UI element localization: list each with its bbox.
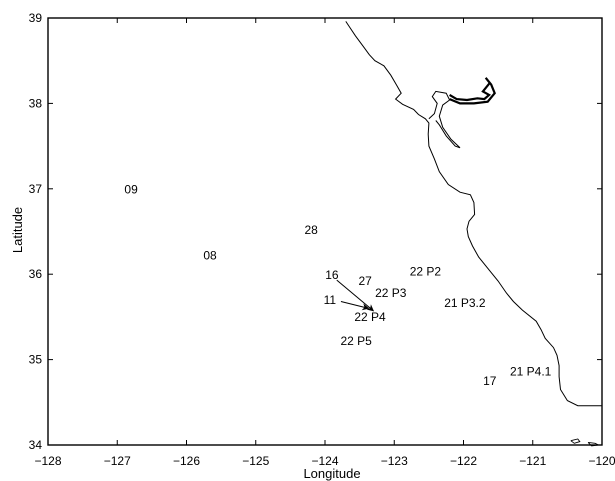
plot-area: [47, 17, 603, 447]
y-tick-label: 34: [29, 438, 43, 452]
station-label-09: 09: [124, 183, 138, 197]
x-tick-label: −123: [381, 454, 408, 468]
station-label-08: 08: [203, 248, 217, 262]
axis-ticks: −128 −127 −126 −125 −124 −123 −122 −121 −120 34 35…: [29, 11, 615, 468]
station-label-27: 27: [358, 274, 372, 288]
station-label-21p3-2: 21 P3.2: [444, 296, 486, 310]
station-label-28: 28: [304, 223, 318, 237]
y-tick-label: 37: [29, 182, 43, 196]
plot-frame: [47, 17, 603, 446]
station-label-17: 17: [483, 374, 497, 388]
x-tick-label: −128: [34, 454, 61, 468]
drift-arrow-2: [340, 301, 370, 311]
river-delta: [449, 77, 496, 105]
station-label-22p5: 22 P5: [340, 334, 372, 348]
y-tick-label: 35: [29, 353, 43, 367]
station-label-22p2: 22 P2: [410, 265, 442, 279]
y-tick-label: 39: [29, 11, 43, 25]
y-tick-label: 38: [29, 96, 43, 110]
station-label-21p4-1: 21 P4.1: [510, 365, 552, 379]
x-tick-label: −120: [588, 454, 615, 468]
x-tick-label: −122: [450, 454, 477, 468]
y-tick-label: 36: [29, 267, 43, 281]
station-label-22p4: 22 P4: [354, 310, 386, 324]
x-tick-label: −126: [173, 454, 200, 468]
station-label-11: 11: [324, 293, 337, 307]
san-francisco-bay: [428, 90, 461, 149]
coastline: [345, 21, 602, 407]
x-axis-title: Longitude: [303, 466, 360, 481]
station-label-16: 16: [325, 268, 339, 282]
x-tick-label: −121: [519, 454, 546, 468]
station-label-22p3: 22 P3: [375, 286, 407, 300]
y-axis-title: Latitude: [10, 207, 25, 253]
x-tick-label: −124: [311, 454, 338, 468]
x-tick-label: −125: [242, 454, 269, 468]
x-tick-label: −127: [104, 454, 131, 468]
island-1: [570, 438, 581, 444]
